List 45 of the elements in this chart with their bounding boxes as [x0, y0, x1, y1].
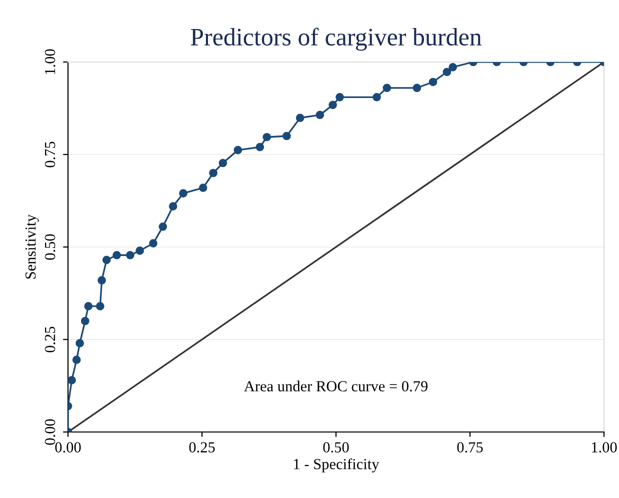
- point: [98, 276, 106, 284]
- annotation: Area under ROC curve = 0.79: [244, 380, 428, 392]
- y-tick-label: 1.00: [44, 49, 56, 74]
- point: [448, 63, 458, 72]
- x-tick-label: 0.00: [55, 442, 81, 453]
- x-tick-label: 1.00: [592, 442, 617, 453]
- point: [336, 92, 344, 102]
- point: [382, 84, 392, 92]
- point: [158, 222, 168, 231]
- point: [328, 100, 337, 110]
- y-tick-label: 0.75: [44, 142, 56, 168]
- point: [68, 376, 76, 384]
- x-axis-title: 1 - Specificity: [294, 458, 380, 472]
- point: [96, 302, 104, 310]
- point: [102, 256, 111, 264]
- point: [428, 78, 438, 86]
- point: [149, 239, 158, 248]
- y-axis-title: Sensitivity: [25, 214, 39, 279]
- point: [209, 168, 218, 178]
- point: [296, 114, 304, 122]
- point: [136, 246, 144, 255]
- point: [262, 132, 272, 142]
- point: [316, 110, 324, 120]
- x-tick-label: 0.25: [189, 442, 215, 453]
- point: [198, 184, 208, 192]
- point: [168, 202, 178, 210]
- point: [218, 158, 228, 168]
- point: [72, 356, 81, 364]
- y-tick-label: 0.25: [44, 326, 56, 352]
- point: [80, 316, 90, 326]
- point: [282, 132, 291, 140]
- point: [372, 92, 381, 102]
- x-tick-label: 0.50: [323, 442, 349, 453]
- point: [256, 142, 264, 152]
- point: [234, 146, 242, 154]
- point: [442, 68, 452, 76]
- point: [112, 250, 121, 260]
- point: [412, 84, 422, 92]
- y-tick-label: 0.50: [44, 234, 56, 260]
- point: [126, 250, 134, 260]
- point: [179, 189, 188, 198]
- point: [84, 302, 93, 310]
- point: [76, 339, 84, 348]
- x-tick-label: 0.75: [457, 442, 483, 453]
- chart-title: Predictors of cargiver burden: [190, 28, 482, 51]
